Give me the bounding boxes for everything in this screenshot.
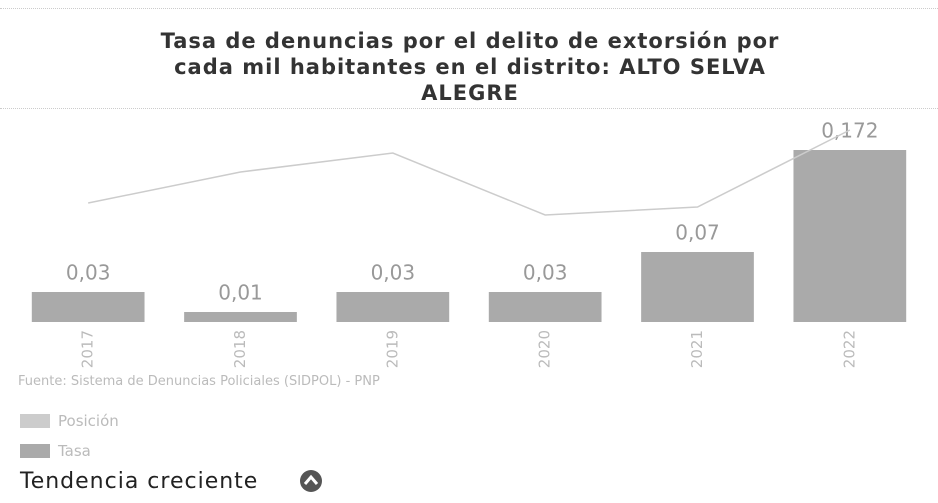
source: Fuente: Sistema de Denuncias Policiales …: [18, 374, 380, 389]
x-tick-label: 2019: [383, 330, 401, 368]
trend-label: Tendencia creciente: [20, 468, 259, 494]
legend-label: Tasa: [58, 442, 91, 460]
chart-title: Tasa de denuncias por el delito de extor…: [160, 29, 780, 105]
bar: [184, 312, 297, 322]
bar: [793, 150, 907, 322]
bar: [641, 252, 754, 322]
trend-icon: [300, 470, 323, 492]
bar: [31, 292, 145, 322]
legend-entry: Tasa: [20, 442, 91, 460]
data-label: 0,03: [371, 261, 416, 285]
divider: [0, 108, 938, 109]
divider: [0, 8, 938, 9]
trend: Tendencia creciente: [20, 468, 324, 494]
legend-swatch: [20, 414, 50, 428]
bar: [336, 292, 450, 322]
x-tick-label: 2017: [79, 330, 97, 368]
data-label: 0,07: [675, 221, 720, 245]
x-tick-label: 2020: [536, 330, 554, 368]
x-tick-label: 2021: [688, 330, 706, 368]
x-tick-label: 2018: [231, 330, 249, 368]
legend-entry: Posición: [20, 412, 119, 430]
data-label: 0,01: [218, 281, 263, 305]
data-label: 0,03: [66, 261, 111, 285]
bar: [488, 292, 602, 322]
legend-label: Posición: [58, 412, 119, 430]
line: [88, 129, 851, 216]
x-tick-label: 2022: [840, 330, 858, 368]
data-label: 0,03: [523, 261, 568, 285]
legend-swatch: [20, 444, 50, 458]
